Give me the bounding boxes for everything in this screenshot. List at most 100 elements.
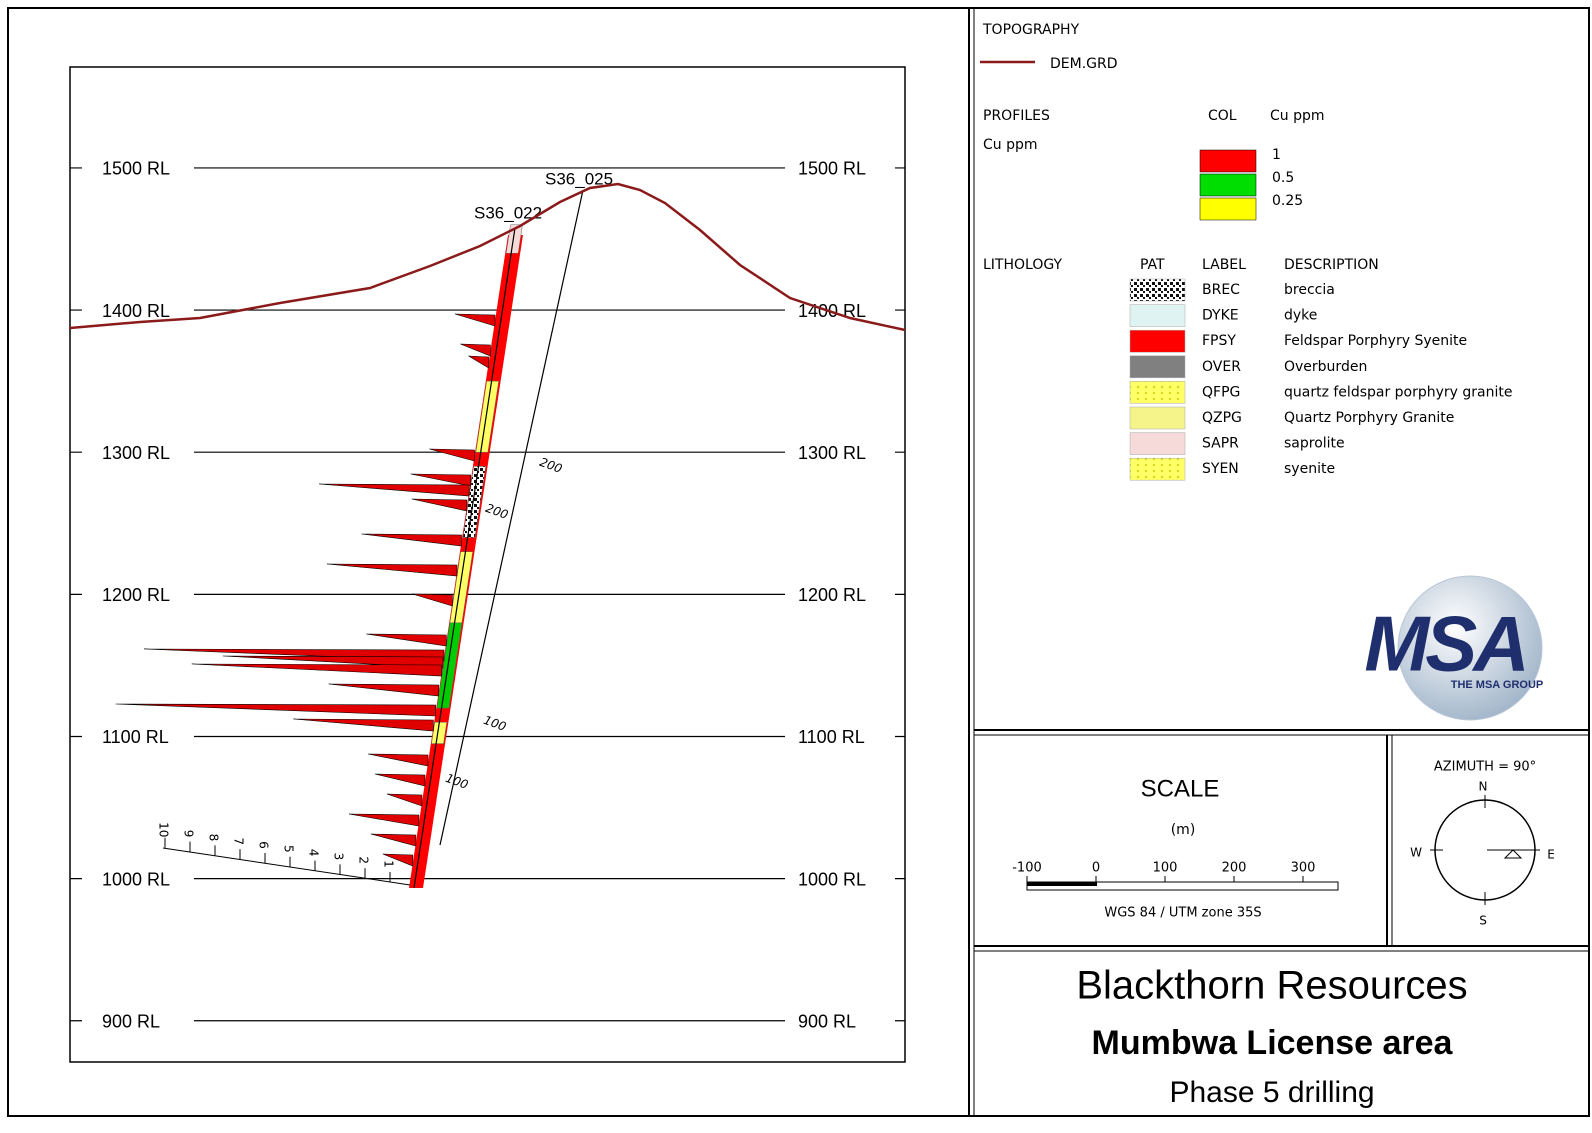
lithology-label: BREC bbox=[1202, 282, 1240, 298]
depth-label: 100 bbox=[482, 713, 509, 734]
lithology-label: QZPG bbox=[1202, 410, 1242, 426]
cu-profile-spike bbox=[362, 534, 462, 546]
lithology-description: dyke bbox=[1284, 308, 1317, 324]
lithology-label: SYEN bbox=[1202, 461, 1239, 477]
lithology-swatch bbox=[1130, 279, 1185, 301]
depth-label: 100 bbox=[444, 771, 471, 792]
cu-profile-spike bbox=[327, 564, 457, 576]
lithology-description: Overburden bbox=[1284, 359, 1367, 375]
logo-mark: MSA bbox=[1364, 600, 1525, 688]
rl-label-left: 1400 RL bbox=[102, 301, 170, 321]
color-label: 0.5 bbox=[1272, 170, 1294, 186]
cu-profile-spike bbox=[411, 474, 471, 486]
cu-profile-spike bbox=[460, 344, 490, 356]
legend-header: DESCRIPTION bbox=[1284, 257, 1379, 273]
legend-header: LABEL bbox=[1202, 257, 1246, 273]
subtitle: Phase 5 drilling bbox=[1169, 1076, 1374, 1109]
lithology-description: Feldspar Porphyry Syenite bbox=[1284, 333, 1467, 349]
lithology-swatch bbox=[1130, 305, 1185, 327]
lithology-swatch bbox=[1130, 356, 1185, 378]
profile-scale-label: 4 bbox=[307, 849, 321, 857]
logo-caption: THE MSA GROUP bbox=[1451, 679, 1544, 691]
cu-profile-spike bbox=[429, 449, 474, 461]
legend-heading: COL bbox=[1208, 108, 1237, 124]
cu-profile-spike bbox=[455, 314, 495, 326]
color-label: 0.25 bbox=[1272, 193, 1303, 209]
cu-profile-spike bbox=[387, 794, 422, 806]
azimuth: AZIMUTH = 90° bbox=[1434, 760, 1536, 775]
rl-label-left: 1000 RL bbox=[102, 869, 170, 889]
lithology-swatch bbox=[1130, 381, 1185, 403]
color-label: 1 bbox=[1272, 147, 1281, 163]
profile-scale-label: 10 bbox=[157, 822, 171, 837]
profile-scale-label: 2 bbox=[357, 856, 371, 864]
legend-item: Cu ppm bbox=[983, 137, 1038, 153]
depth-label: 200 bbox=[484, 501, 511, 522]
profile-scale-label: 8 bbox=[207, 834, 221, 842]
lithology-description: saprolite bbox=[1284, 436, 1345, 452]
lithology-label: FPSY bbox=[1202, 333, 1236, 349]
scale-bar bbox=[1027, 882, 1097, 886]
project: Mumbwa License area bbox=[1092, 1024, 1454, 1062]
lithology-description: quartz feldspar porphyry granite bbox=[1284, 384, 1513, 400]
cu-profile-spike bbox=[412, 499, 467, 511]
legend-header: PAT bbox=[1140, 257, 1165, 273]
scale-label: 100 bbox=[1153, 861, 1178, 876]
scale-ticks: -100 0 100 200 300 bbox=[1012, 861, 1315, 883]
scale-label: 300 bbox=[1291, 861, 1316, 876]
lithology-swatch bbox=[1130, 407, 1185, 429]
profile-scale-label: 7 bbox=[232, 837, 246, 845]
lithology-swatch bbox=[1130, 330, 1185, 352]
rl-label-left: 1300 RL bbox=[102, 443, 170, 463]
color-swatch bbox=[1200, 174, 1256, 196]
scale-label: -100 bbox=[1012, 861, 1042, 876]
lithology-label: QFPG bbox=[1202, 384, 1240, 400]
cu-profile-spike bbox=[293, 719, 433, 731]
lithology-description: breccia bbox=[1284, 282, 1335, 298]
azimuth-arrow bbox=[1505, 850, 1521, 858]
profile-scale-label: 1 bbox=[382, 860, 396, 868]
legend-heading: LITHOLOGY bbox=[983, 257, 1062, 273]
profile-scale-label: 6 bbox=[257, 841, 271, 849]
cu-profile-spike bbox=[319, 484, 469, 496]
rl-label-left: 1100 RL bbox=[102, 727, 169, 747]
legend-heading: PROFILES bbox=[983, 108, 1050, 124]
legend-heading: TOPOGRAPHY bbox=[982, 22, 1080, 38]
compass-e: E bbox=[1547, 848, 1555, 862]
compass-s: S bbox=[1479, 914, 1487, 928]
profile-scale bbox=[163, 848, 410, 885]
cu-profile-spike bbox=[329, 684, 439, 696]
scale-label: 200 bbox=[1222, 861, 1247, 876]
color-swatch bbox=[1200, 150, 1256, 172]
lithology-description: syenite bbox=[1284, 461, 1335, 477]
scale-unit: (m) bbox=[1171, 822, 1196, 838]
map-sheet: 1500 RL1500 RL1400 RL1400 RL1300 RL1300 … bbox=[0, 0, 1592, 1133]
rl-label-right: 1100 RL bbox=[798, 727, 865, 747]
rl-label-left: 1500 RL bbox=[102, 159, 170, 179]
lithology-label: SAPR bbox=[1202, 436, 1239, 452]
scale-label: 0 bbox=[1092, 861, 1100, 876]
projection: WGS 84 / UTM zone 35S bbox=[1104, 906, 1261, 921]
rl-label-right: 1200 RL bbox=[798, 585, 866, 605]
lithology-label: OVER bbox=[1202, 359, 1241, 375]
rl-label-left: 900 RL bbox=[102, 1012, 160, 1032]
profile-scale-label: 5 bbox=[282, 845, 296, 853]
cu-profile-spike bbox=[366, 634, 446, 646]
cu-profile-spike bbox=[371, 834, 416, 846]
cu-profile-spike bbox=[375, 774, 425, 786]
rl-label-left: 1200 RL bbox=[102, 585, 170, 605]
legend-item: DEM.GRD bbox=[1050, 56, 1118, 72]
company: Blackthorn Resources bbox=[1076, 964, 1467, 1008]
cu-profile-spike bbox=[116, 704, 436, 716]
cu-profile-spike bbox=[192, 664, 442, 676]
compass-w: W bbox=[1410, 846, 1422, 860]
lithology-swatch bbox=[1130, 458, 1185, 480]
scale-title: SCALE bbox=[1141, 775, 1220, 802]
page: { "section": { "ylim": [871, 1571], "yti… bbox=[0, 0, 1592, 1133]
cu-profile-spike bbox=[368, 754, 428, 766]
lithology-column bbox=[476, 381, 499, 452]
lithology-column bbox=[450, 552, 473, 623]
lithology-description: Quartz Porphyry Granite bbox=[1284, 410, 1454, 426]
